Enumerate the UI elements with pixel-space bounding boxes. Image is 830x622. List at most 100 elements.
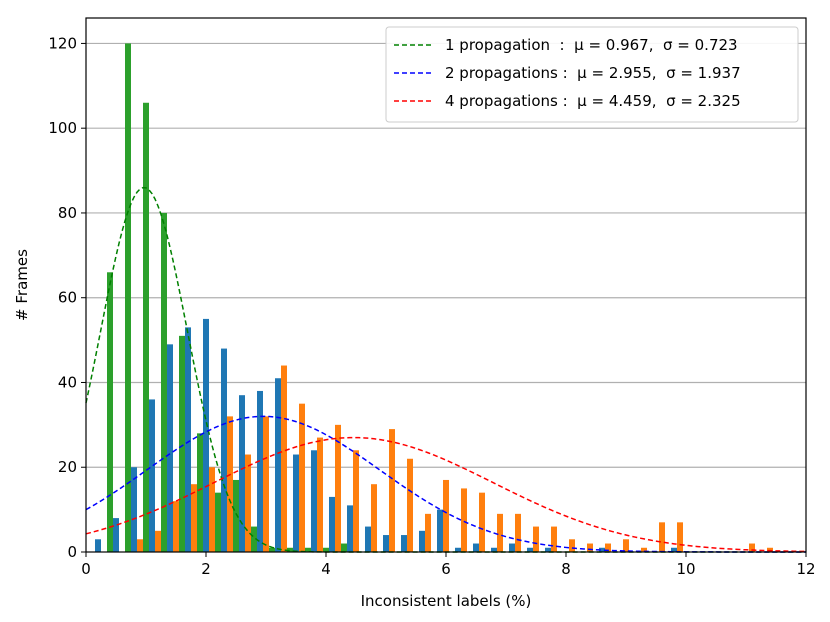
bar-series-3 bbox=[227, 416, 233, 552]
bar-series-3 bbox=[605, 543, 611, 552]
bar-series-2 bbox=[329, 496, 335, 552]
bar-series-2 bbox=[401, 535, 407, 552]
x-tick-label: 8 bbox=[561, 560, 571, 578]
bar-series-3 bbox=[749, 543, 755, 552]
bar-series-2 bbox=[239, 395, 245, 552]
legend: 1 propagation : μ = 0.967, σ = 0.723 2 p… bbox=[385, 26, 799, 123]
bar-series-3 bbox=[191, 484, 197, 552]
x-tick-label: 6 bbox=[441, 560, 451, 578]
bar-series-3 bbox=[641, 547, 647, 552]
legend-entry-1: 1 propagation : μ = 0.967, σ = 0.723 bbox=[445, 36, 738, 54]
bar-series-1 bbox=[197, 433, 203, 552]
bar-series-3 bbox=[623, 539, 629, 552]
bar-series-1 bbox=[215, 492, 221, 552]
bar-series-3 bbox=[407, 458, 413, 552]
legend-box bbox=[385, 26, 799, 123]
y-tick-label: 20 bbox=[58, 458, 77, 476]
bar-series-2 bbox=[347, 505, 353, 552]
bar-series-1 bbox=[251, 526, 257, 552]
bar-series-1 bbox=[323, 547, 329, 552]
y-axis-label: # Frames bbox=[13, 249, 31, 321]
bar-series-3 bbox=[263, 416, 269, 552]
legend-entry-2: 2 propagations : μ = 2.955, σ = 1.937 bbox=[445, 64, 741, 82]
legend-entry-3: 4 propagations : μ = 4.459, σ = 2.325 bbox=[445, 92, 741, 110]
bar-series-2 bbox=[491, 547, 497, 552]
bar-series-3 bbox=[317, 437, 323, 552]
bar-series-1 bbox=[161, 212, 167, 552]
bar-series-2 bbox=[383, 535, 389, 552]
bar-series-2 bbox=[473, 543, 479, 552]
bar-series-2 bbox=[671, 547, 677, 552]
x-tick-label: 4 bbox=[321, 560, 331, 578]
bar-series-3 bbox=[587, 543, 593, 552]
bar-series-2 bbox=[275, 378, 281, 552]
bar-series-3 bbox=[389, 429, 395, 552]
bar-series-2 bbox=[437, 509, 443, 552]
bar-series-2 bbox=[167, 344, 173, 552]
bar-series-1 bbox=[179, 335, 185, 552]
bar-series-3 bbox=[299, 403, 305, 552]
bar-series-3 bbox=[767, 547, 773, 552]
bar-series-1 bbox=[143, 102, 149, 552]
bar-series-3 bbox=[353, 450, 359, 552]
bar-series-1 bbox=[341, 543, 347, 552]
bar-series-1 bbox=[305, 547, 311, 552]
bar-series-2 bbox=[527, 547, 533, 552]
bar-series-3 bbox=[425, 513, 431, 552]
bar-series-2 bbox=[95, 539, 101, 552]
bar-series-3 bbox=[371, 484, 377, 552]
bar-series-2 bbox=[257, 390, 263, 552]
y-tick-label: 40 bbox=[58, 373, 77, 391]
bar-series-3 bbox=[335, 424, 341, 552]
bar-series-2 bbox=[365, 526, 371, 552]
bar-series-2 bbox=[599, 547, 605, 552]
bar-series-3 bbox=[461, 488, 467, 552]
fit-curve-series-3 bbox=[85, 436, 807, 553]
bar-series-3 bbox=[155, 530, 161, 552]
y-tick-label: 80 bbox=[58, 204, 77, 222]
y-tick-label: 120 bbox=[48, 34, 77, 52]
bar-series-3 bbox=[245, 454, 251, 552]
bar-series-2 bbox=[545, 547, 551, 552]
x-tick-label: 12 bbox=[796, 560, 815, 578]
bar-series-3 bbox=[659, 522, 665, 552]
bar-series-3 bbox=[479, 492, 485, 552]
bar-series-1 bbox=[125, 43, 131, 553]
bar-series-1 bbox=[287, 547, 293, 552]
x-axis-ticks: 0 2 4 6 8 10 12 bbox=[81, 552, 816, 578]
y-tick-label: 60 bbox=[58, 289, 77, 307]
bar-series-3 bbox=[137, 539, 143, 552]
bar-series-3 bbox=[281, 365, 287, 552]
bar-series-2 bbox=[455, 547, 461, 552]
bar-series-2 bbox=[293, 454, 299, 552]
bar-series-3 bbox=[515, 513, 521, 552]
bar-series-3 bbox=[551, 526, 557, 552]
bar-series-3 bbox=[209, 467, 215, 552]
bar-series-3 bbox=[497, 513, 503, 552]
bar-series-2 bbox=[311, 450, 317, 552]
bar-series-2 bbox=[185, 327, 191, 552]
bar-series-3 bbox=[677, 522, 683, 552]
bar-series-1 bbox=[269, 547, 275, 552]
bar-series-2 bbox=[419, 530, 425, 552]
x-tick-label: 10 bbox=[676, 560, 695, 578]
bar-series-3 bbox=[173, 501, 179, 552]
bar-series-1 bbox=[107, 272, 113, 552]
x-axis-label: Inconsistent labels (%) bbox=[361, 592, 532, 610]
bar-series-2 bbox=[203, 318, 209, 552]
bar-series-2 bbox=[221, 348, 227, 552]
y-axis-ticks: 0 20 40 60 80 100 120 bbox=[48, 34, 86, 561]
x-tick-label: 2 bbox=[201, 560, 211, 578]
x-tick-label: 0 bbox=[81, 560, 91, 578]
y-tick-label: 100 bbox=[48, 119, 77, 137]
bar-series-3 bbox=[569, 539, 575, 552]
bar-series-3 bbox=[443, 479, 449, 552]
bar-series-2 bbox=[149, 399, 155, 552]
histogram-bars bbox=[95, 43, 773, 553]
bar-series-2 bbox=[113, 518, 119, 552]
bar-series-1 bbox=[233, 479, 239, 552]
y-tick-label: 0 bbox=[67, 543, 77, 561]
bar-series-2 bbox=[509, 543, 515, 552]
bar-series-3 bbox=[533, 526, 539, 552]
